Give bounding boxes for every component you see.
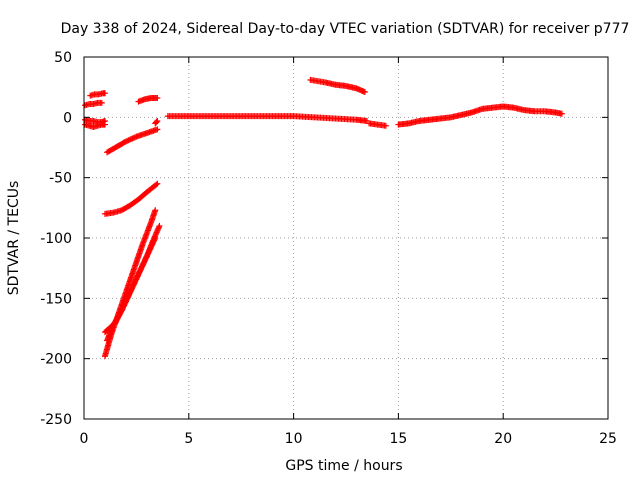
data-point <box>382 122 389 129</box>
y-tick-label: -200 <box>40 352 72 368</box>
data-point <box>153 181 160 188</box>
data-point <box>124 137 131 144</box>
series-arc-03 <box>82 99 105 109</box>
series-arc-02 <box>82 116 108 126</box>
data-point <box>154 126 161 133</box>
y-tick-label: -100 <box>40 231 72 247</box>
y-tick-label: -250 <box>40 412 72 428</box>
data-point <box>558 110 565 117</box>
axis-ticks <box>83 56 609 420</box>
data-point <box>101 117 108 124</box>
x-tick-label: 10 <box>285 431 303 447</box>
data-point <box>152 207 159 214</box>
y-tick-label: 0 <box>63 110 72 126</box>
series-arc-05 <box>104 126 161 156</box>
series-arc-13 <box>366 120 389 129</box>
x-tick-label: 25 <box>599 431 617 447</box>
data-series <box>82 76 565 360</box>
series-arc-08 <box>101 180 161 217</box>
data-point <box>122 138 129 145</box>
x-tick-label: 5 <box>184 431 193 447</box>
y-tick-label: -150 <box>40 291 72 307</box>
series-arc-04 <box>87 90 108 99</box>
data-point <box>128 136 135 143</box>
x-axis-label: GPS time / hours <box>285 458 402 474</box>
series-arc-07 <box>152 117 161 127</box>
y-tick-label: 50 <box>54 50 72 66</box>
x-tick-label: 20 <box>494 431 512 447</box>
x-tick-labels: 0 5 10 15 20 25 <box>80 431 617 447</box>
data-point <box>126 136 133 143</box>
data-point <box>154 95 161 102</box>
series-arc-11 <box>104 222 163 344</box>
data-point <box>361 88 368 95</box>
y-tick-label: -50 <box>49 171 72 187</box>
y-tick-labels: 50 0 -50 -100 -150 -200 -250 <box>40 50 72 428</box>
series-arc-15 <box>395 103 565 128</box>
chart-title: Day 338 of 2024, Sidereal Day-to-day VTE… <box>61 21 630 37</box>
data-point <box>125 137 132 144</box>
data-point <box>101 90 108 97</box>
data-point <box>129 135 136 142</box>
data-point <box>154 180 161 187</box>
series-arc-14 <box>307 76 368 95</box>
data-point <box>156 222 163 229</box>
data-point <box>130 134 137 141</box>
x-tick-label: 15 <box>389 431 407 447</box>
x-tick-label: 0 <box>80 431 89 447</box>
data-point <box>132 134 139 141</box>
data-point <box>153 118 160 125</box>
data-point <box>154 117 161 124</box>
y-axis-label: SDTVAR / TECUs <box>6 181 22 296</box>
series-arc-12 <box>164 113 370 124</box>
data-point <box>98 99 105 106</box>
series-arc-06 <box>135 95 161 105</box>
